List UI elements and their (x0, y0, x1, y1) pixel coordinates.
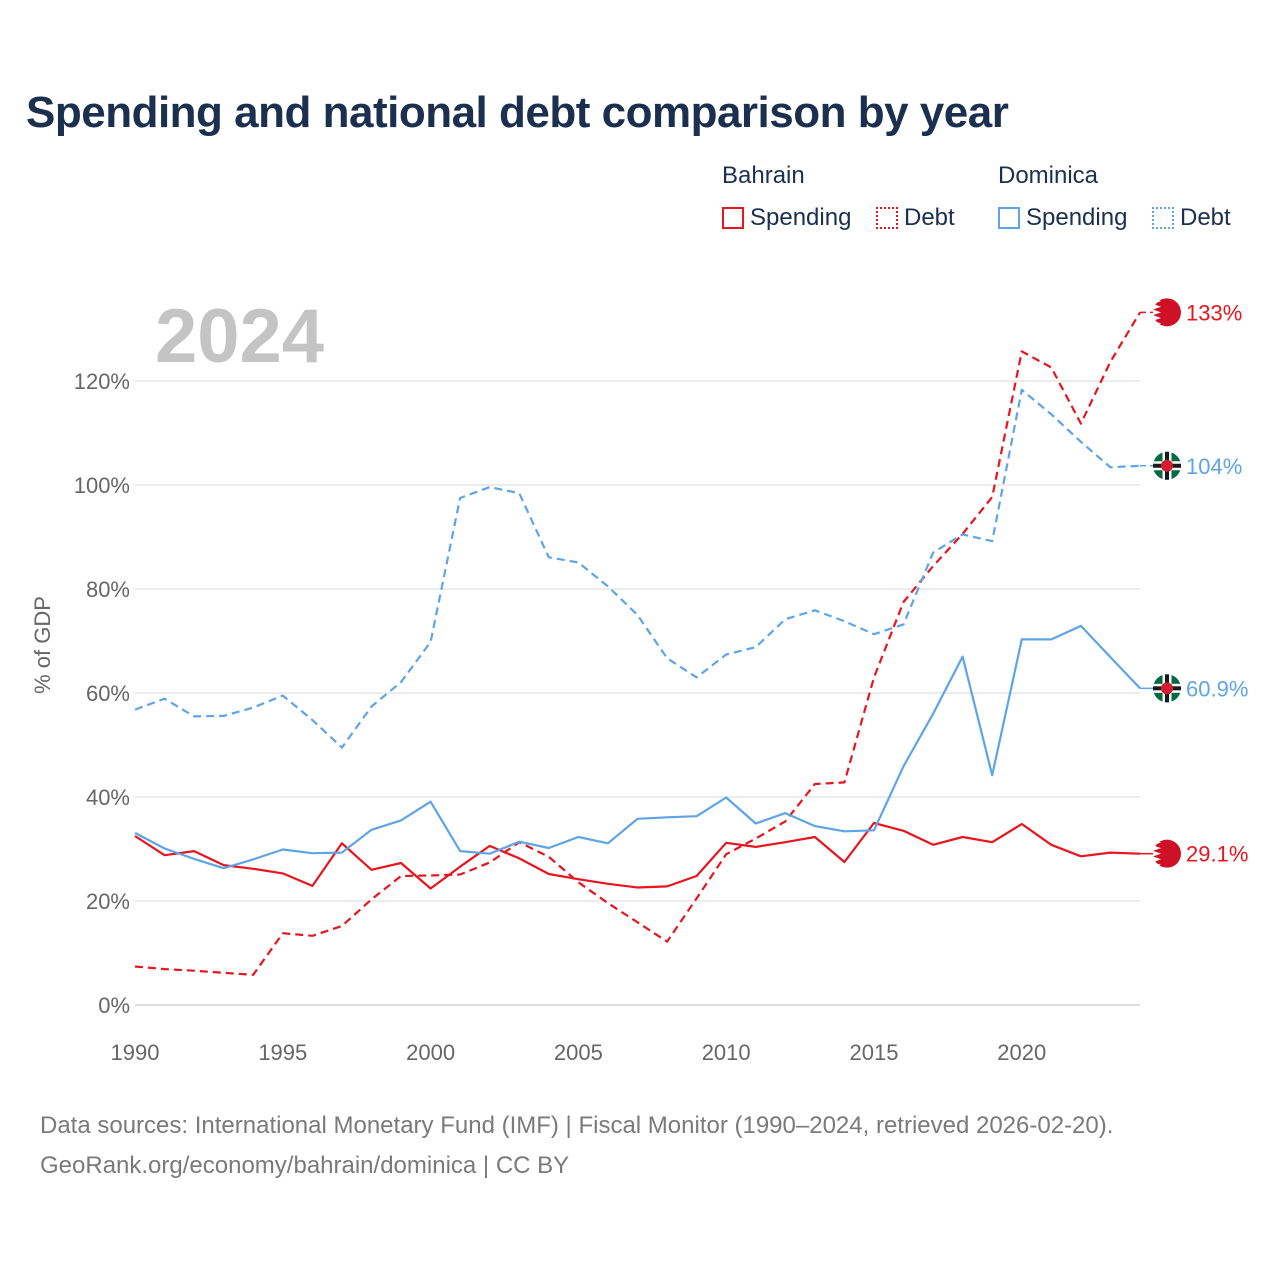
legend-swatch-dotted-red (876, 207, 898, 229)
y-axis-label: % of GDP (30, 596, 55, 694)
y-tick-label: 80% (86, 577, 130, 602)
legend-label: Debt (1180, 204, 1231, 231)
legend-swatch-solid-blue (998, 207, 1020, 229)
series-line-bahrain-spending (134, 821, 1141, 890)
end-value-label: 29.1% (1186, 842, 1248, 867)
legend-country-bahrain: Bahrain (722, 162, 805, 189)
y-tick-label: 0% (98, 993, 130, 1018)
legend-item-dominica-debt[interactable]: Debt (1152, 204, 1231, 232)
bahrain-flag-serration (1153, 839, 1161, 868)
x-tick-label: 2020 (997, 1040, 1046, 1065)
dominica-flag-disc (1161, 682, 1173, 695)
legend-label: Spending (1026, 204, 1128, 231)
dominica-flag-disc (1161, 459, 1173, 472)
legend-label: Spending (750, 204, 852, 231)
end-value-label: 60.9% (1186, 676, 1248, 701)
bahrain-flag-serration (1153, 298, 1161, 327)
line-chart: 2024 0% 20% 40% 60% 80% 100% 120% 1990 1995 2000 20… (30, 294, 1248, 1065)
x-tick-label: 1990 (111, 1040, 160, 1065)
legend-swatch-solid-red (722, 207, 744, 229)
source-line-2[interactable]: GeoRank.org/economy/bahrain/dominica | C… (40, 1152, 570, 1179)
series-line-dominica-spending (134, 624, 1141, 870)
source-line-1: Data sources: International Monetary Fun… (40, 1112, 1114, 1139)
bahrain-flag-icon (1153, 298, 1181, 327)
y-tick-label: 40% (86, 785, 130, 810)
year-label: 2024 (155, 294, 324, 379)
series-line-bahrain-debt (134, 311, 1141, 976)
legend-country-dominica: Dominica (998, 162, 1099, 189)
legend-item-bahrain-debt[interactable]: Debt (876, 204, 955, 232)
y-tick-label: 20% (86, 889, 130, 914)
x-tick-label: 1995 (258, 1040, 307, 1065)
x-tick-label: 2010 (702, 1040, 751, 1065)
x-tick-label: 2005 (554, 1040, 603, 1065)
page-title: Spending and national debt comparison by… (26, 88, 1009, 137)
legend-item-dominica-spending[interactable]: Spending (998, 204, 1127, 232)
series-line-dominica-debt (134, 388, 1141, 749)
legend-label: Debt (904, 204, 955, 231)
x-tick-label: 2015 (849, 1040, 898, 1065)
legend-swatch-dotted-blue (1152, 207, 1174, 229)
y-tick-label: 100% (74, 473, 130, 498)
y-tick-label: 60% (86, 681, 130, 706)
end-value-label: 104% (1186, 454, 1242, 479)
bahrain-flag-icon (1153, 839, 1181, 868)
data-source-note: Data sources: International Monetary Fun… (40, 1106, 1113, 1186)
end-value-label: 133% (1186, 300, 1242, 325)
y-tick-label: 120% (74, 369, 130, 394)
x-tick-label: 2000 (406, 1040, 455, 1065)
legend-item-bahrain-spending[interactable]: Spending (722, 204, 851, 232)
